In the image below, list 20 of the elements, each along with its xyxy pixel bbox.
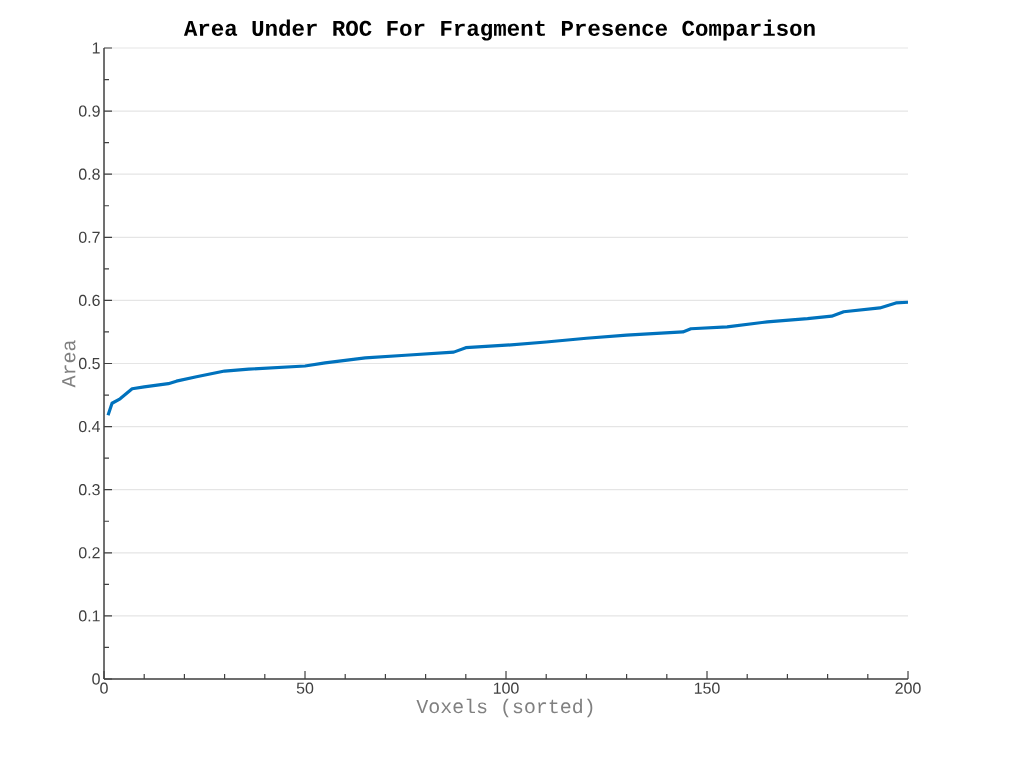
y-tick-label: 0.9 [78,105,100,117]
x-tick-label: 150 [694,682,720,694]
y-tick-label: 0 [92,673,100,685]
y-tick-label: 0.6 [78,294,100,307]
x-axis-title: Voxels (sorted) [416,698,593,718]
y-tick-label: 0.8 [78,168,100,180]
y-tick-label: 0.3 [78,484,100,496]
y-tick-label: 1 [92,42,100,54]
x-tick-label: 200 [895,682,921,694]
x-tick-label: 50 [296,682,314,694]
y-tick-label: 0.2 [78,547,100,559]
y-tick-label: 0.7 [78,231,100,243]
y-tick-label: 0.1 [78,610,100,622]
line-series [106,300,909,417]
x-tick-label: 0 [100,682,108,694]
y-axis-title: Area [62,340,76,388]
y-tick-label: 0.4 [78,420,101,433]
x-tick-label: 100 [493,682,519,694]
chart-title: Area Under ROC For Fragment Presence Comparison [183,19,815,41]
y-tick-label: 0.5 [78,357,100,370]
